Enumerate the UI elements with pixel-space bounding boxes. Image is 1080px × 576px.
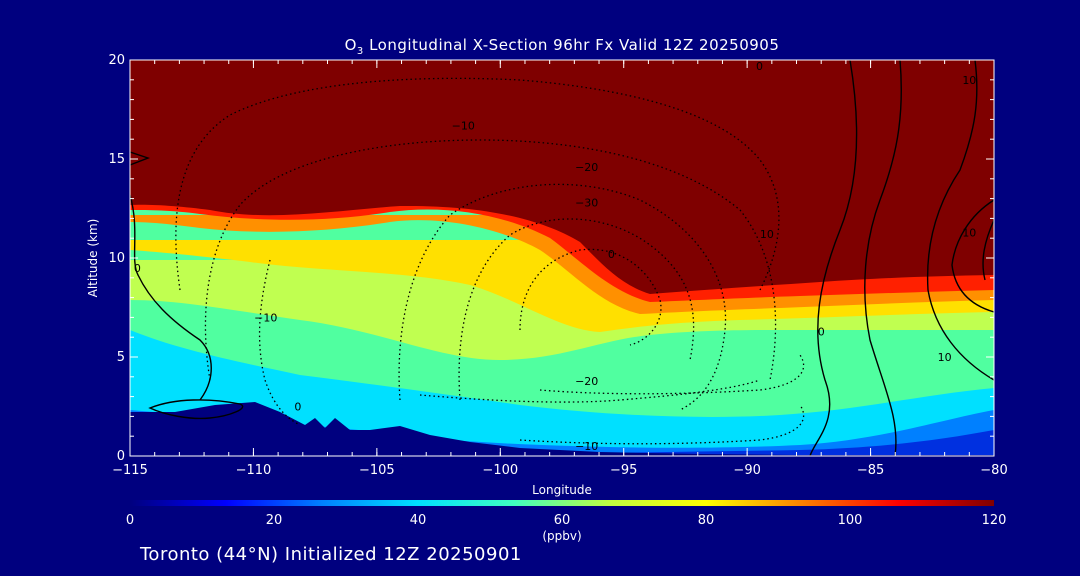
x-axis: −115 −110 −105 −100 −95 −90 −85 −80 [112,60,1008,478]
x-axis-label: Longitude [532,483,592,497]
x-tick-label: −80 [980,463,1007,478]
contour-label: 0 [756,60,763,73]
plot-area: −10 −20 −30 0 10 −10 0 0 −20 −10 0 10 10 10 0 [130,60,994,456]
x-tick-label: −105 [359,463,395,478]
x-tick-label: −85 [857,463,884,478]
contour-label: 0 [608,248,615,261]
y-tick-label: 10 [108,251,125,266]
colorbar-tick-label: 40 [410,513,427,528]
title-prefix: O [345,36,357,54]
contour-label: −10 [254,311,277,324]
colorbar-tick-label: 0 [126,513,134,528]
chart-title: O3 Longitudinal X-Section 96hr Fx Valid … [345,36,780,57]
low-ozone-band [130,330,994,456]
contour-label: 10 [760,228,774,241]
stratosphere-region [130,60,994,294]
contour-label: −20 [575,161,598,174]
x-tick-label: −100 [482,463,518,478]
contour-label: 10 [938,351,952,364]
station-label: Toronto (44°N) Initialized 12Z 20250901 [140,544,522,565]
x-tick-label: −90 [733,463,760,478]
title-rest: Longitudinal X-Section 96hr Fx Valid 12Z… [364,36,780,54]
contour-label: 0 [134,262,141,275]
contour-label: −20 [575,375,598,388]
colorbar [130,500,994,506]
colorbar-tick-label: 120 [982,513,1007,528]
contour-labels: −10 −20 −30 0 10 −10 0 0 −20 −10 0 10 10 10 0 [134,60,976,453]
colorbar-ticks: 0 20 40 60 80 100 120 [126,513,1007,528]
contour-label: 10 [962,226,976,239]
terrain [130,402,994,456]
colorbar-unit: (ppbv) [542,529,581,543]
x-tick-label: −115 [112,463,148,478]
y-tick-label: 0 [117,449,125,464]
x-tick-label: −95 [610,463,637,478]
colorbar-tick-label: 20 [266,513,283,528]
y-tick-label: 5 [117,350,125,365]
colorbar-tick-label: 60 [554,513,571,528]
x-tick-label: −110 [236,463,272,478]
y-tick-label: 15 [108,152,125,167]
contour-label: 0 [294,401,301,414]
negative-contours [175,77,805,445]
colorbar-tick-label: 100 [838,513,863,528]
y-axis-label: Altitude (km) [86,219,100,298]
contour-label: −30 [575,197,598,210]
y-tick-label: 20 [108,53,125,68]
colorbar-tick-label: 80 [698,513,715,528]
y-axis: 0 5 10 15 20 [108,53,994,464]
contour-label: 10 [962,74,976,87]
title-subscript: 3 [357,46,364,57]
contour-label: −10 [452,119,475,132]
contour-label: −10 [575,440,598,453]
positive-contours [130,60,994,456]
contour-label: 0 [818,325,825,338]
